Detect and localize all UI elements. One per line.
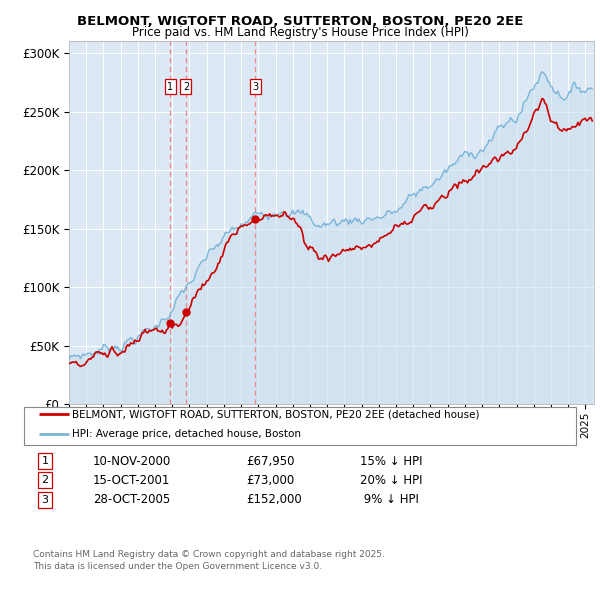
Text: £73,000: £73,000 bbox=[246, 474, 294, 487]
Text: £67,950: £67,950 bbox=[246, 455, 295, 468]
Text: BELMONT, WIGTOFT ROAD, SUTTERTON, BOSTON, PE20 2EE (detached house): BELMONT, WIGTOFT ROAD, SUTTERTON, BOSTON… bbox=[72, 409, 479, 419]
Text: 20% ↓ HPI: 20% ↓ HPI bbox=[360, 474, 422, 487]
Text: 3: 3 bbox=[253, 81, 259, 91]
Text: BELMONT, WIGTOFT ROAD, SUTTERTON, BOSTON, PE20 2EE: BELMONT, WIGTOFT ROAD, SUTTERTON, BOSTON… bbox=[77, 15, 523, 28]
Text: 28-OCT-2005: 28-OCT-2005 bbox=[93, 493, 170, 506]
Text: HPI: Average price, detached house, Boston: HPI: Average price, detached house, Bost… bbox=[72, 429, 301, 438]
Text: 15-OCT-2001: 15-OCT-2001 bbox=[93, 474, 170, 487]
Text: 1: 1 bbox=[41, 457, 49, 466]
Text: 15% ↓ HPI: 15% ↓ HPI bbox=[360, 455, 422, 468]
Text: Price paid vs. HM Land Registry's House Price Index (HPI): Price paid vs. HM Land Registry's House … bbox=[131, 26, 469, 39]
Text: 1: 1 bbox=[167, 81, 173, 91]
Text: 3: 3 bbox=[41, 495, 49, 504]
Text: 2: 2 bbox=[183, 81, 189, 91]
Text: 10-NOV-2000: 10-NOV-2000 bbox=[93, 455, 171, 468]
Text: 9% ↓ HPI: 9% ↓ HPI bbox=[360, 493, 419, 506]
Text: Contains HM Land Registry data © Crown copyright and database right 2025.: Contains HM Land Registry data © Crown c… bbox=[33, 550, 385, 559]
Text: This data is licensed under the Open Government Licence v3.0.: This data is licensed under the Open Gov… bbox=[33, 562, 322, 571]
Text: 2: 2 bbox=[41, 476, 49, 485]
Text: £152,000: £152,000 bbox=[246, 493, 302, 506]
